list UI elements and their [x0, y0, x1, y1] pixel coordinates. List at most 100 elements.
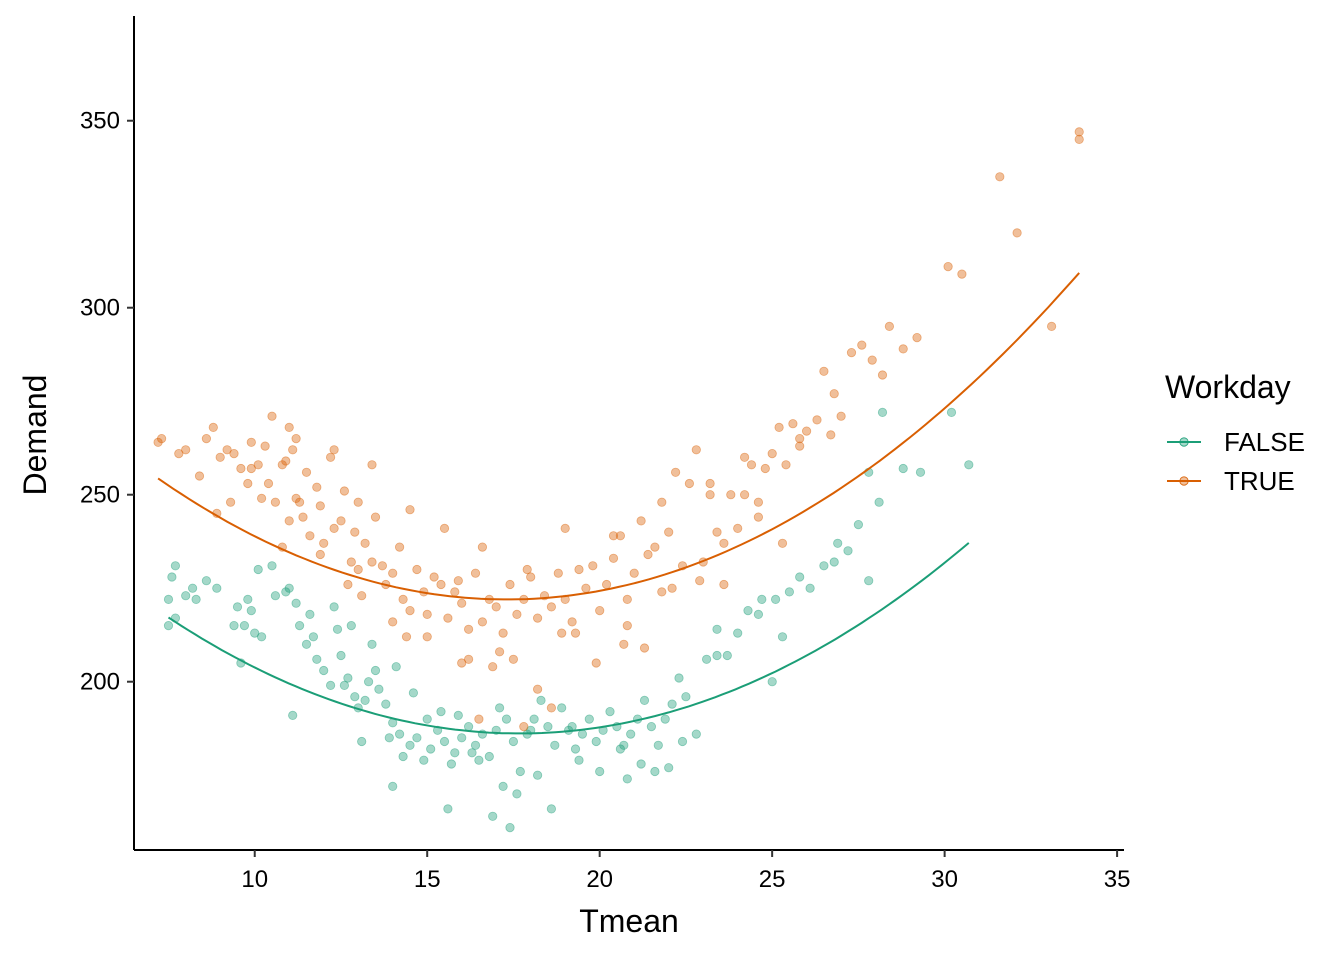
point-false-8: [212, 583, 222, 593]
point-true-112: [884, 321, 895, 331]
point-true-165: [353, 497, 363, 507]
point-false-63: [543, 721, 553, 732]
point-false-9: [191, 594, 201, 605]
point-true-110: [867, 355, 877, 365]
point-true-5: [201, 433, 211, 444]
point-true-9: [229, 448, 239, 459]
point-false-59: [515, 766, 525, 777]
point-true-160: [401, 632, 412, 642]
point-true-19: [281, 456, 291, 466]
point-true-95: [746, 460, 757, 470]
point-true-26: [305, 531, 315, 541]
point-false-109: [391, 662, 401, 672]
point-true-159: [463, 654, 474, 664]
point-true-98: [767, 448, 777, 459]
point-false-92: [784, 587, 795, 597]
point-true-92: [726, 490, 736, 500]
point-true-16: [263, 478, 274, 489]
point-true-114: [912, 332, 922, 343]
point-false-132: [864, 576, 874, 586]
point-true-126: [405, 505, 415, 515]
point-true-157: [753, 512, 764, 522]
point-true-109: [857, 340, 867, 350]
point-false-80: [660, 714, 670, 724]
point-true-29: [319, 538, 329, 548]
point-true-20: [284, 516, 294, 526]
point-false-110: [408, 688, 418, 698]
point-false-22: [294, 620, 305, 631]
point-false-117: [512, 789, 522, 799]
point-false-36: [370, 665, 381, 676]
point-true-144: [474, 714, 484, 724]
point-true-105: [819, 366, 829, 376]
point-false-56: [494, 703, 505, 713]
point-true-133: [705, 490, 715, 500]
point-true-69: [567, 617, 577, 627]
point-true-135: [795, 433, 805, 444]
point-false-45: [426, 744, 436, 754]
fit-line-true: [157, 272, 1080, 601]
point-true-77: [622, 594, 632, 605]
point-false-137: [384, 733, 394, 743]
point-true-1: [157, 433, 167, 444]
point-true-61: [512, 609, 522, 620]
point-false-127: [664, 763, 674, 773]
point-false-113: [453, 710, 463, 721]
point-true-8: [222, 445, 232, 455]
point-false-25: [312, 654, 322, 664]
point-false-72: [605, 706, 615, 717]
point-false-112: [436, 706, 446, 717]
point-false-26: [319, 665, 329, 676]
point-true-121: [1074, 134, 1084, 144]
point-true-147: [519, 721, 529, 732]
point-true-156: [719, 579, 729, 590]
x-axis-ticks: 10 15 20 25 30 35: [241, 850, 1130, 893]
point-false-34: [360, 695, 370, 706]
point-true-39: [370, 512, 381, 522]
points-layer: [153, 127, 1084, 833]
point-true-7: [215, 452, 225, 462]
point-false-13: [246, 605, 256, 616]
point-false-91: [770, 594, 781, 605]
point-false-105: [964, 460, 974, 470]
point-true-11: [243, 478, 253, 489]
point-true-27: [312, 482, 322, 492]
point-true-3: [181, 445, 191, 455]
point-true-78: [629, 568, 639, 578]
point-true-58: [491, 602, 501, 612]
point-false-30: [336, 650, 346, 661]
point-true-151: [591, 658, 601, 668]
point-false-41: [398, 751, 408, 762]
point-false-130: [777, 632, 788, 642]
point-false-116: [488, 811, 498, 821]
point-true-66: [546, 602, 557, 612]
point-true-87: [691, 445, 701, 455]
x-tick-label-10: 10: [241, 866, 268, 893]
point-true-99: [774, 422, 784, 432]
point-false-28: [305, 609, 315, 620]
point-true-124: [329, 445, 339, 455]
point-false-83: [681, 692, 691, 702]
point-false-144: [753, 609, 764, 620]
point-true-162: [291, 493, 301, 503]
point-true-24: [298, 512, 308, 522]
point-true-127: [439, 523, 450, 534]
point-true-0: [153, 437, 163, 447]
point-false-79: [653, 740, 663, 750]
point-false-58: [508, 736, 519, 747]
point-true-43: [394, 542, 405, 552]
point-true-75: [608, 553, 619, 563]
point-true-136: [829, 389, 839, 399]
point-false-102: [898, 463, 908, 474]
point-false-29: [332, 624, 343, 634]
point-false-136: [339, 680, 349, 691]
point-true-145: [488, 662, 498, 672]
legend-key-point-false: [1179, 437, 1189, 447]
point-false-98: [853, 519, 864, 530]
point-true-167: [494, 647, 505, 657]
point-true-46: [412, 564, 422, 575]
point-true-113: [898, 344, 908, 354]
point-false-19: [281, 587, 291, 597]
point-true-84: [670, 467, 681, 477]
point-true-80: [643, 549, 653, 560]
